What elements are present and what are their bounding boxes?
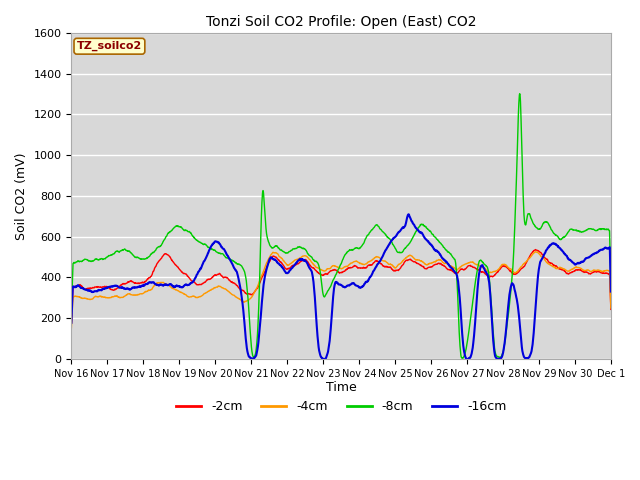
Text: TZ_soilco2: TZ_soilco2 <box>77 41 142 51</box>
Y-axis label: Soil CO2 (mV): Soil CO2 (mV) <box>15 152 28 240</box>
Legend: -2cm, -4cm, -8cm, -16cm: -2cm, -4cm, -8cm, -16cm <box>171 395 511 418</box>
X-axis label: Time: Time <box>326 382 356 395</box>
Title: Tonzi Soil CO2 Profile: Open (East) CO2: Tonzi Soil CO2 Profile: Open (East) CO2 <box>206 15 476 29</box>
